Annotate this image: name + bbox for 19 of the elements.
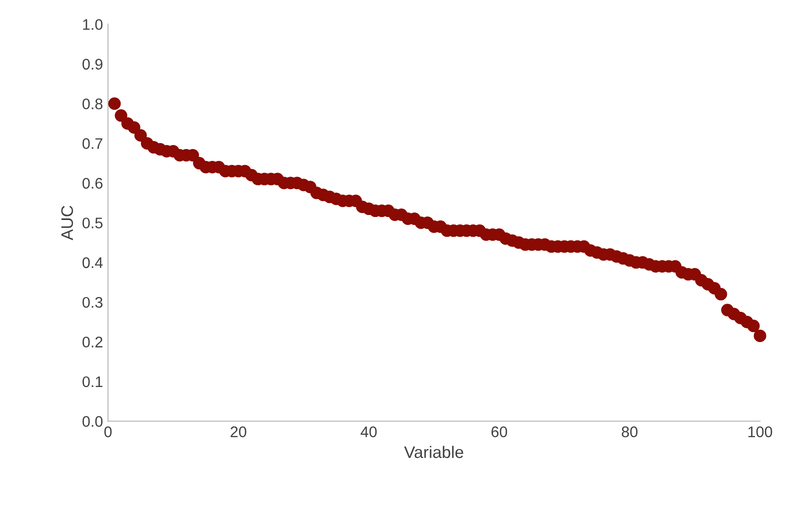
- y-tick-label: 0.5: [82, 218, 102, 228]
- x-tick-label: 100: [748, 426, 772, 438]
- y-tick-label: 0.0: [82, 416, 103, 427]
- x-tick-label: 20: [230, 426, 246, 438]
- y-tick-label: 0.8: [82, 98, 102, 110]
- y-tick-label: 0.4: [82, 257, 103, 268]
- y-tick-label: 0.2: [82, 336, 102, 348]
- x-tick-label: 0: [104, 426, 112, 438]
- y-tick-label: 0.7: [82, 138, 102, 150]
- x-axis-title: Variable: [404, 446, 464, 458]
- y-tick-label: 0.1: [82, 376, 102, 388]
- y-axis-title: AUC: [61, 206, 74, 240]
- y-tick-label: 1.0: [83, 19, 103, 30]
- y-tick-label: 0.6: [82, 178, 102, 189]
- x-tick-label: 60: [491, 426, 508, 438]
- y-tick-label: 0.9: [82, 58, 102, 70]
- y-tick-label: 0.3: [82, 296, 102, 308]
- x-tick-label: 40: [360, 426, 377, 438]
- x-tick-label: 80: [622, 426, 638, 438]
